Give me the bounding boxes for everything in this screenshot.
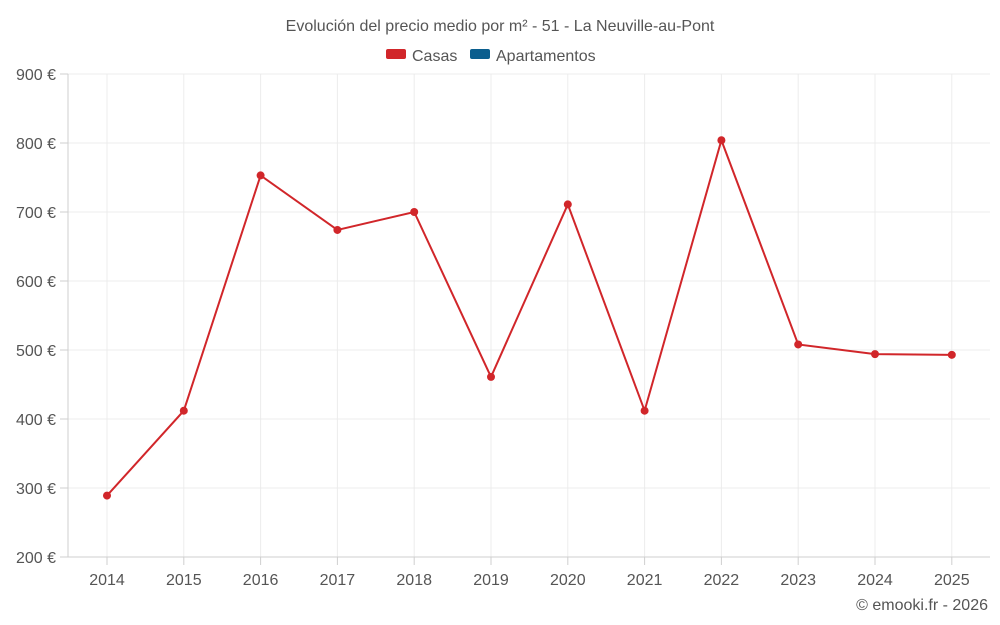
x-tick-label: 2022 — [704, 572, 740, 589]
y-axis-ticks: 200 € 300 € 400 € 500 € 600 € 700 € 800 € 900 € — [16, 67, 68, 567]
data-point-2017[interactable] — [333, 225, 342, 234]
x-tick-label: 2023 — [780, 572, 816, 589]
axes — [67, 74, 990, 558]
data-point-2020[interactable] — [563, 200, 572, 209]
data-point-2016[interactable] — [256, 171, 265, 180]
legend-swatch-apartamentos — [470, 49, 490, 59]
x-axis-ticks: 2014 2015 2016 2017 2018 2019 2020 2021 2022 2023… — [89, 557, 970, 589]
legend-item-apartamentos[interactable]: Apartamentos — [470, 48, 596, 65]
x-tick-label: 2017 — [320, 572, 356, 589]
x-tick-label: 2019 — [473, 572, 509, 589]
legend-item-casas[interactable]: Casas — [386, 48, 457, 65]
grid — [68, 73, 990, 557]
data-point-2023[interactable] — [794, 340, 803, 349]
y-tick-label: 300 € — [16, 481, 56, 498]
x-tick-label: 2015 — [166, 572, 202, 589]
y-tick-label: 800 € — [16, 136, 56, 153]
legend: Casas Apartamentos — [386, 48, 596, 65]
data-point-2024[interactable] — [871, 350, 879, 359]
data-point-2019[interactable] — [487, 372, 495, 381]
series-line-casas — [106, 137, 952, 497]
legend-label-apartamentos: Apartamentos — [496, 48, 596, 65]
x-tick-label: 2014 — [89, 572, 125, 589]
credit-text: © emooki.fr - 2026 — [856, 597, 988, 614]
data-point-2015[interactable] — [179, 406, 188, 415]
x-tick-label: 2021 — [627, 572, 663, 589]
y-tick-label: 200 € — [16, 550, 56, 567]
y-tick-label: 600 € — [16, 274, 56, 291]
data-point-2022[interactable] — [717, 136, 726, 145]
x-tick-label: 2016 — [243, 572, 279, 589]
data-point-2021[interactable] — [640, 406, 649, 415]
chart-title: Evolución del precio medio por m² - 51 -… — [286, 18, 715, 35]
data-point-2014[interactable] — [103, 491, 111, 500]
x-tick-label: 2018 — [396, 572, 432, 589]
x-tick-label: 2020 — [550, 572, 586, 589]
y-tick-label: 700 € — [16, 205, 56, 222]
legend-label-casas: Casas — [412, 48, 457, 65]
y-tick-label: 400 € — [16, 412, 56, 429]
y-tick-label: 500 € — [16, 343, 56, 360]
x-tick-label: 2025 — [934, 572, 970, 589]
data-point-2025[interactable] — [947, 350, 956, 359]
x-tick-label: 2024 — [857, 572, 893, 589]
legend-swatch-casas — [386, 49, 406, 59]
series-casas — [103, 136, 956, 500]
data-point-2018[interactable] — [410, 208, 419, 216]
y-tick-label: 900 € — [16, 67, 56, 84]
